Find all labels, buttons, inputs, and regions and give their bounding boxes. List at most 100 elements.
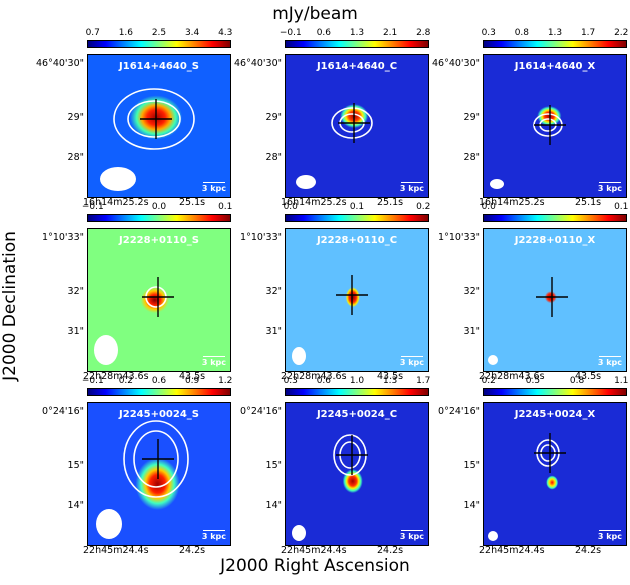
scale-bar: 3 kpc [598, 530, 622, 541]
scale-bar-line [202, 530, 225, 531]
image-panel: J2245+0024_S 3 kpc [87, 402, 231, 546]
image-panel: J1614+4640_S 3 kpc [87, 54, 231, 198]
colorbar-tick-label: −0.1 [81, 376, 104, 386]
image-panel: J2245+0024_X 3 kpc [483, 402, 627, 546]
beam-ellipse [292, 347, 306, 365]
colorbar-tick-label: 1.2 [218, 376, 233, 386]
ra-tick-label: 43.5s [377, 371, 404, 382]
colorbar-tick-label: 1.7 [416, 376, 431, 386]
overlay [534, 433, 566, 473]
colorbar-tick-label: 0.8 [514, 28, 530, 38]
dec-tick-label: 32" [463, 286, 480, 297]
ra-tick-label: 22h28m43.6s [281, 371, 347, 382]
panel-name: J2228+0110_S [119, 235, 199, 246]
scale-bar-label: 3 kpc [399, 358, 424, 367]
contour [123, 420, 189, 498]
dec-tick-label: 31" [463, 326, 480, 337]
beam-ellipse [488, 531, 498, 541]
colorbar-tick-label: 1.7 [580, 28, 596, 38]
dec-tick-label: 14" [67, 500, 84, 511]
dec-tick-label: 14" [265, 500, 282, 511]
colorbar-tick-label: 0.2 [118, 376, 134, 386]
panel-name: J2228+0110_C [316, 235, 398, 246]
colorbar-tick-label: 0.6 [316, 376, 332, 386]
panel-name: J1614+4640_C [316, 61, 398, 72]
dec-tick-label: 28" [67, 152, 84, 163]
dec-tick-label: 28" [265, 152, 282, 163]
scale-bar-line [202, 182, 225, 183]
dec-tick-label: 14" [463, 500, 480, 511]
contour [127, 100, 181, 138]
colorbar-tick-label: 0.6 [316, 28, 332, 38]
ra-tick-label: 22h28m43.6s [83, 371, 149, 382]
overlay [142, 277, 174, 317]
colorbar [483, 388, 627, 396]
overlay [123, 420, 189, 498]
colorbar-tick-label: 0.1 [614, 202, 629, 212]
colorbar-tick-label: −0.1 [279, 28, 302, 38]
contour [331, 107, 373, 139]
colorbar-tick-label: 0.3 [481, 28, 496, 38]
scale-bar-label: 3 kpc [399, 184, 424, 193]
dec-tick-label: 29" [463, 112, 480, 123]
contour [113, 88, 195, 150]
scale-bar-label: 3 kpc [597, 532, 622, 541]
panel-name: J1614+4640_X [514, 61, 596, 72]
dec-tick-label: 32" [265, 286, 282, 297]
image-panel: J2245+0024_C 3 kpc [285, 402, 429, 546]
panel-name: J1614+4640_S [119, 61, 199, 72]
scale-bar-line [598, 356, 621, 357]
dec-tick-label: 0°24'16" [240, 406, 282, 417]
beam-ellipse [488, 355, 498, 365]
colorbar-tick-label: 2.8 [416, 28, 431, 38]
colorbar [285, 388, 429, 396]
beam-ellipse [490, 179, 504, 189]
dec-tick-label: 32" [67, 286, 84, 297]
colorbar-tick-label: 2.1 [382, 28, 398, 38]
overlay [331, 103, 373, 143]
colorbar-tick-label: 1.1 [614, 376, 629, 386]
ra-tick-label: 25.1s [575, 197, 602, 208]
overlay [113, 88, 195, 150]
colorbar-tick-label: 2.5 [151, 28, 167, 38]
scale-bar: 3 kpc [202, 182, 226, 193]
figure-title: mJy/beam [272, 4, 358, 24]
ra-tick-label: 22h45m24.4s [479, 545, 545, 556]
colorbar-tick-label: 0.2 [416, 202, 431, 212]
dec-tick-label: 15" [463, 460, 480, 471]
beam-ellipse [292, 525, 306, 541]
scale-bar: 3 kpc [400, 530, 424, 541]
image-panel: J2228+0110_S 3 kpc [87, 228, 231, 372]
y-axis-label: J2000 Declination [0, 231, 20, 381]
scale-bar: 3 kpc [202, 530, 226, 541]
contour [133, 430, 179, 488]
colorbar-tick-label: 2.2 [614, 28, 629, 38]
dec-tick-label: 0°24'16" [438, 406, 480, 417]
scale-bar-label: 3 kpc [399, 532, 424, 541]
image-panel: J2228+0110_C 3 kpc [285, 228, 429, 372]
dec-tick-label: 0°24'16" [42, 406, 84, 417]
colorbar-tick-label: 0.5 [525, 376, 541, 386]
colorbar [483, 214, 627, 222]
colorbar-tick-label: 0.7 [85, 28, 100, 38]
colorbar [285, 214, 429, 222]
ra-tick-label: 24.2s [575, 545, 602, 556]
colorbar [285, 40, 429, 48]
scale-bar: 3 kpc [598, 356, 622, 367]
colorbar-tick-label: 0.2 [481, 376, 496, 386]
scale-bar-line [202, 356, 225, 357]
colorbar-tick-label: 0.8 [569, 376, 585, 386]
dec-tick-label: 1°10'33" [42, 232, 84, 243]
ra-tick-label: 22h45m24.4s [281, 545, 347, 556]
colorbar-tick-label: 0.1 [218, 202, 233, 212]
colorbar-tick-label: −0.1 [81, 202, 104, 212]
dec-tick-label: 28" [463, 152, 480, 163]
scale-bar-label: 3 kpc [201, 184, 226, 193]
image-panel: J1614+4640_C 3 kpc [285, 54, 429, 198]
ra-tick-label: 43.5s [179, 371, 206, 382]
overlay [336, 275, 368, 315]
scale-bar-label: 3 kpc [201, 358, 226, 367]
scale-bar: 3 kpc [400, 182, 424, 193]
colorbar-tick-label: 1.3 [349, 28, 365, 38]
colorbar-tick-label: 0.9 [184, 376, 200, 386]
